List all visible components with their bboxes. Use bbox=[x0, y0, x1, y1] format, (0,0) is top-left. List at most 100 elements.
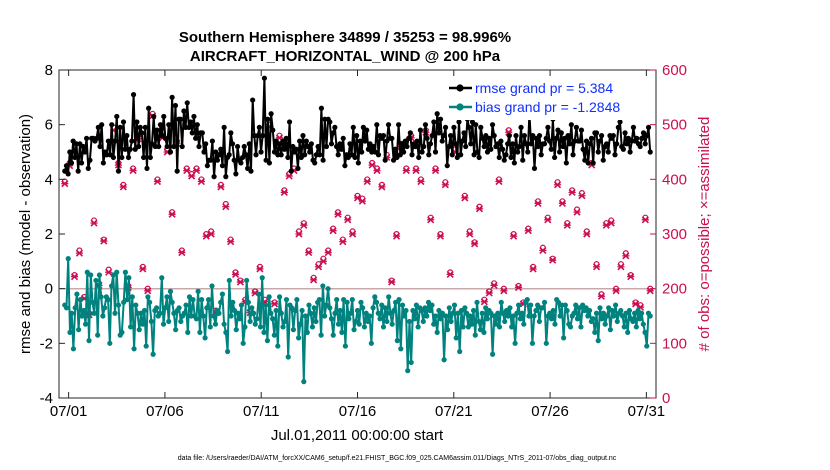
obs-assimilated-marker bbox=[309, 276, 318, 284]
rmse-point bbox=[355, 160, 361, 166]
bias-point bbox=[602, 321, 608, 327]
bias-point bbox=[614, 318, 620, 325]
y-right-tick-label: 400 bbox=[662, 171, 687, 188]
bias-point bbox=[604, 313, 610, 319]
obs-assimilated-marker bbox=[597, 292, 606, 300]
bias-point bbox=[441, 357, 447, 363]
rmse-point bbox=[80, 143, 86, 150]
rmse-point bbox=[501, 157, 507, 163]
bias-point bbox=[162, 305, 168, 311]
bias-point bbox=[178, 318, 184, 325]
bias-point bbox=[207, 324, 213, 330]
bias-point bbox=[612, 302, 619, 308]
rmse-point bbox=[293, 146, 299, 152]
rmse-point bbox=[565, 133, 571, 139]
obs-assimilated-marker bbox=[553, 181, 562, 189]
rmse-point bbox=[214, 157, 221, 163]
bias-point bbox=[599, 316, 605, 322]
obs-assimilated-marker bbox=[368, 161, 376, 169]
obs-assimilated-marker bbox=[334, 210, 342, 218]
bias-point bbox=[375, 310, 381, 316]
y-tick-label: 2 bbox=[45, 226, 53, 243]
rmse-point bbox=[179, 143, 185, 150]
bias-point bbox=[509, 324, 515, 330]
rmse-point bbox=[370, 143, 377, 150]
rmse-point bbox=[513, 133, 519, 139]
bias-point bbox=[160, 321, 167, 327]
rmse-point bbox=[288, 168, 294, 174]
bias-point bbox=[70, 346, 77, 352]
rmse-point bbox=[221, 124, 227, 130]
rmse-point bbox=[241, 143, 247, 150]
bias-point bbox=[256, 291, 262, 297]
bias-point bbox=[448, 318, 454, 325]
rmse-point bbox=[122, 146, 128, 152]
rmse-point bbox=[458, 152, 464, 158]
bias-point bbox=[216, 310, 222, 316]
rmse-point bbox=[434, 111, 440, 117]
y-right-tick-label: 300 bbox=[662, 226, 687, 243]
bias-point bbox=[280, 324, 286, 330]
y-tick-label: 0 bbox=[45, 281, 53, 298]
bias-point bbox=[176, 305, 182, 311]
rmse-point bbox=[496, 154, 502, 161]
rmse-point bbox=[642, 141, 648, 147]
rmse-point bbox=[137, 124, 143, 130]
bias-point bbox=[394, 338, 400, 344]
rmse-point bbox=[456, 119, 462, 125]
bias-point bbox=[597, 305, 603, 311]
rmse-point bbox=[634, 135, 640, 141]
bias-point bbox=[540, 305, 546, 311]
rmse-point bbox=[300, 133, 306, 139]
bias-point bbox=[552, 321, 558, 327]
x-tick-label: 07/21 bbox=[435, 403, 473, 420]
obs-assimilated-marker bbox=[529, 265, 537, 273]
bias-point bbox=[190, 297, 196, 303]
rmse-point bbox=[552, 154, 558, 161]
bias-point bbox=[354, 307, 361, 314]
obs-assimilated-marker bbox=[549, 256, 557, 264]
rmse-point bbox=[520, 157, 526, 163]
bias-point bbox=[460, 324, 466, 330]
rmse-point bbox=[597, 138, 603, 144]
bias-point bbox=[586, 307, 593, 314]
rmse-point bbox=[328, 141, 335, 147]
rmse-point bbox=[446, 143, 452, 150]
bias-point bbox=[259, 275, 265, 281]
y-tick-label: -4 bbox=[40, 390, 53, 407]
bias-point bbox=[263, 302, 269, 308]
obs-assimilated-marker bbox=[100, 237, 108, 245]
chart-title: Southern Hemisphere 34899 / 35253 = 98.9… bbox=[179, 29, 511, 46]
bias-point bbox=[472, 332, 478, 338]
bias-point bbox=[529, 340, 536, 346]
bias-point bbox=[226, 277, 232, 284]
bias-point bbox=[181, 310, 187, 316]
rmse-point bbox=[548, 146, 554, 152]
rmse-point bbox=[338, 146, 345, 152]
bias-point bbox=[89, 299, 96, 305]
obs-assimilated-marker bbox=[222, 203, 230, 211]
y-right-tick-label: 100 bbox=[662, 335, 687, 352]
rmse-point bbox=[246, 141, 252, 147]
x-tick-label: 07/06 bbox=[146, 403, 184, 420]
rmse-point bbox=[260, 133, 266, 139]
rmse-point bbox=[473, 122, 479, 128]
rmse-point bbox=[129, 138, 135, 144]
bias-point bbox=[370, 305, 376, 311]
rmse-point bbox=[166, 122, 172, 128]
rmse-point bbox=[135, 143, 142, 150]
rmse-point bbox=[209, 138, 215, 144]
obs-assimilated-marker bbox=[563, 221, 571, 229]
obs-assimilated-marker bbox=[568, 188, 576, 197]
rmse-point bbox=[208, 157, 214, 163]
bias-point bbox=[453, 335, 459, 341]
bias-point bbox=[107, 340, 113, 346]
bias-point bbox=[434, 329, 440, 335]
bias-point bbox=[512, 340, 518, 346]
rmse-point bbox=[340, 135, 346, 141]
rmse-point bbox=[429, 133, 435, 139]
rmse-point bbox=[406, 135, 412, 141]
bias-point bbox=[95, 332, 101, 338]
rmse-point bbox=[283, 135, 289, 141]
bias-point bbox=[266, 294, 272, 300]
